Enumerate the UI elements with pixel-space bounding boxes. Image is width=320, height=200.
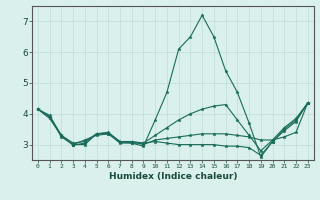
X-axis label: Humidex (Indice chaleur): Humidex (Indice chaleur) [108, 172, 237, 181]
